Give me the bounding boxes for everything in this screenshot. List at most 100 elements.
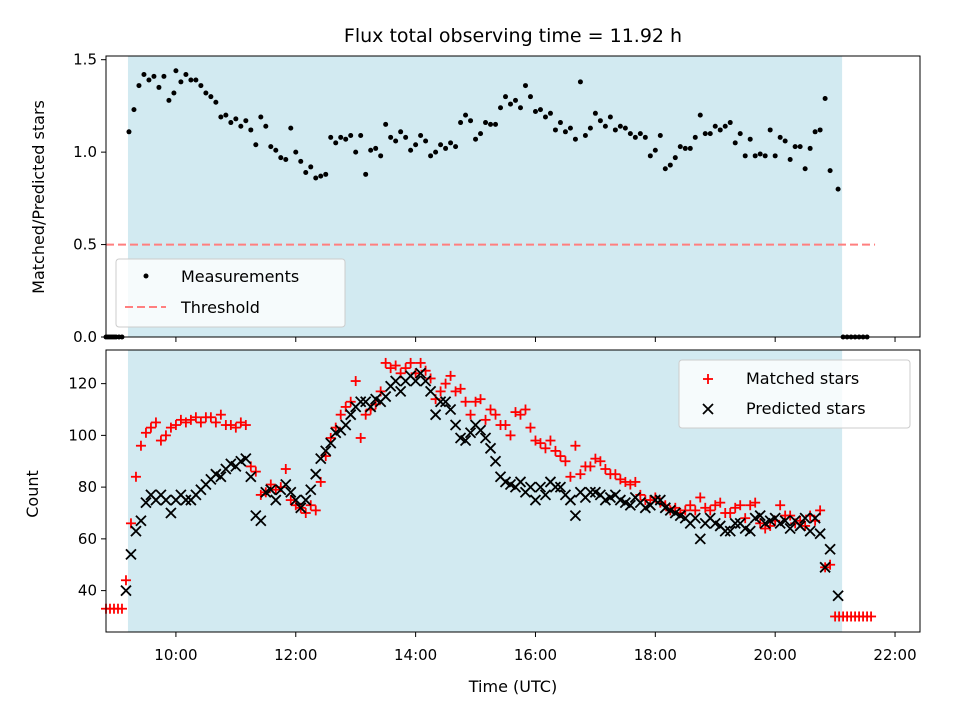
- predicted-point-b: [714, 520, 726, 532]
- y-tick-label: 1.0: [73, 143, 97, 161]
- predicted-point: [569, 509, 582, 522]
- predicted-point-b: [135, 515, 147, 527]
- predicted-point-b: [429, 409, 442, 421]
- measurement-point: [657, 132, 663, 138]
- bottom-legend: Matched stars Predicted stars: [678, 359, 911, 429]
- measurement-point: [443, 145, 449, 151]
- measurement-point: [473, 136, 479, 142]
- measurement-point: [827, 168, 833, 174]
- measurement-point: [537, 107, 543, 113]
- predicted-point-b: [554, 481, 567, 493]
- measurement-point: [131, 107, 137, 113]
- measurement-point: [428, 153, 434, 159]
- measurement-point: [787, 157, 793, 163]
- matched-point: [155, 435, 166, 446]
- measurement-point: [363, 171, 369, 177]
- predicted-point: [390, 375, 402, 387]
- predicted-point-b: [514, 476, 527, 488]
- predicted-point-b: [574, 486, 587, 498]
- predicted-point-b: [789, 515, 801, 527]
- measurement-point: [632, 134, 638, 140]
- measurement-point: [577, 79, 583, 85]
- predicted-point-b: [594, 489, 607, 501]
- x-tick-label: 18:00: [634, 646, 677, 664]
- predicted-point: [514, 476, 527, 488]
- measurement-point: [348, 132, 354, 138]
- measurement-point: [278, 155, 284, 161]
- matched-point: [465, 409, 476, 420]
- predicted-point-b: [130, 525, 142, 537]
- matched-point: [535, 438, 546, 449]
- predicted-point-b: [704, 512, 716, 524]
- matched-point: [205, 412, 216, 423]
- measurement-point: [423, 138, 429, 144]
- measurement-point: [822, 96, 828, 102]
- predicted-point-b: [819, 561, 831, 573]
- measurement-point: [408, 147, 414, 153]
- matched-point: [565, 471, 576, 482]
- matched-point: [800, 520, 811, 531]
- measurement-point: [532, 108, 538, 114]
- predicted-point-b: [659, 502, 671, 514]
- predicted-point: [689, 512, 701, 524]
- predicted-point-b: [624, 499, 636, 511]
- matched-point: [600, 464, 611, 475]
- matched-point: [715, 497, 726, 508]
- predicted-point-b: [484, 442, 497, 454]
- predicted-point-b: [285, 486, 297, 498]
- matched-point: [680, 505, 691, 516]
- matched-point: [345, 396, 356, 407]
- predicted-point: [165, 507, 177, 519]
- predicted-point: [160, 494, 172, 506]
- measurement-point: [503, 94, 509, 100]
- measurement-point: [343, 136, 349, 142]
- predicted-point: [340, 419, 352, 431]
- matched-point: [695, 492, 706, 503]
- predicted-point-b: [549, 481, 562, 493]
- predicted-point-b: [499, 476, 512, 488]
- predicted-point: [414, 367, 427, 379]
- matched-point: [525, 422, 536, 433]
- measurement-point: [126, 129, 132, 135]
- predicted-point: [325, 437, 337, 449]
- predicted-point-b: [300, 494, 312, 506]
- measurement-point: [498, 105, 504, 111]
- measurement-point: [587, 125, 593, 131]
- predicted-point: [784, 522, 796, 535]
- top-legend: Measurements Threshold: [115, 258, 346, 328]
- measurement-point: [527, 94, 533, 100]
- measurement-point: [203, 90, 209, 96]
- predicted-point-b: [120, 584, 132, 597]
- predicted-point-b: [255, 515, 267, 527]
- predicted-point: [419, 375, 432, 387]
- predicted-point-b: [240, 453, 252, 465]
- matched-point: [116, 603, 127, 614]
- predicted-point-b: [395, 385, 407, 398]
- matched-point: [435, 386, 446, 397]
- measurement-point: [438, 142, 444, 148]
- predicted-point-b: [524, 481, 537, 493]
- predicted-point-b: [270, 494, 282, 506]
- measurement-point: [782, 138, 788, 144]
- measurement-point: [353, 149, 359, 155]
- predicted-point: [819, 561, 831, 573]
- predicted-point-b: [564, 494, 577, 506]
- predicted-point: [584, 486, 597, 498]
- measurement-point: [742, 153, 748, 159]
- predicted-point-b: [739, 522, 751, 535]
- matched-point: [610, 469, 621, 480]
- matched-point: [280, 464, 291, 475]
- measurement-point: [218, 114, 224, 120]
- predicted-point-b: [155, 489, 167, 501]
- predicted-point-b: [619, 497, 631, 509]
- measurement-point: [458, 120, 464, 126]
- predicted-point-b: [365, 401, 377, 413]
- measurement-point: [817, 127, 823, 133]
- predicted-point-b: [634, 497, 646, 509]
- predicted-point-b: [439, 396, 452, 408]
- predicted-point-b: [654, 494, 666, 506]
- predicted-point-b: [290, 494, 302, 506]
- predicted-point-b: [215, 471, 227, 483]
- measurement-point: [557, 120, 563, 126]
- predicted-point-b: [165, 507, 177, 519]
